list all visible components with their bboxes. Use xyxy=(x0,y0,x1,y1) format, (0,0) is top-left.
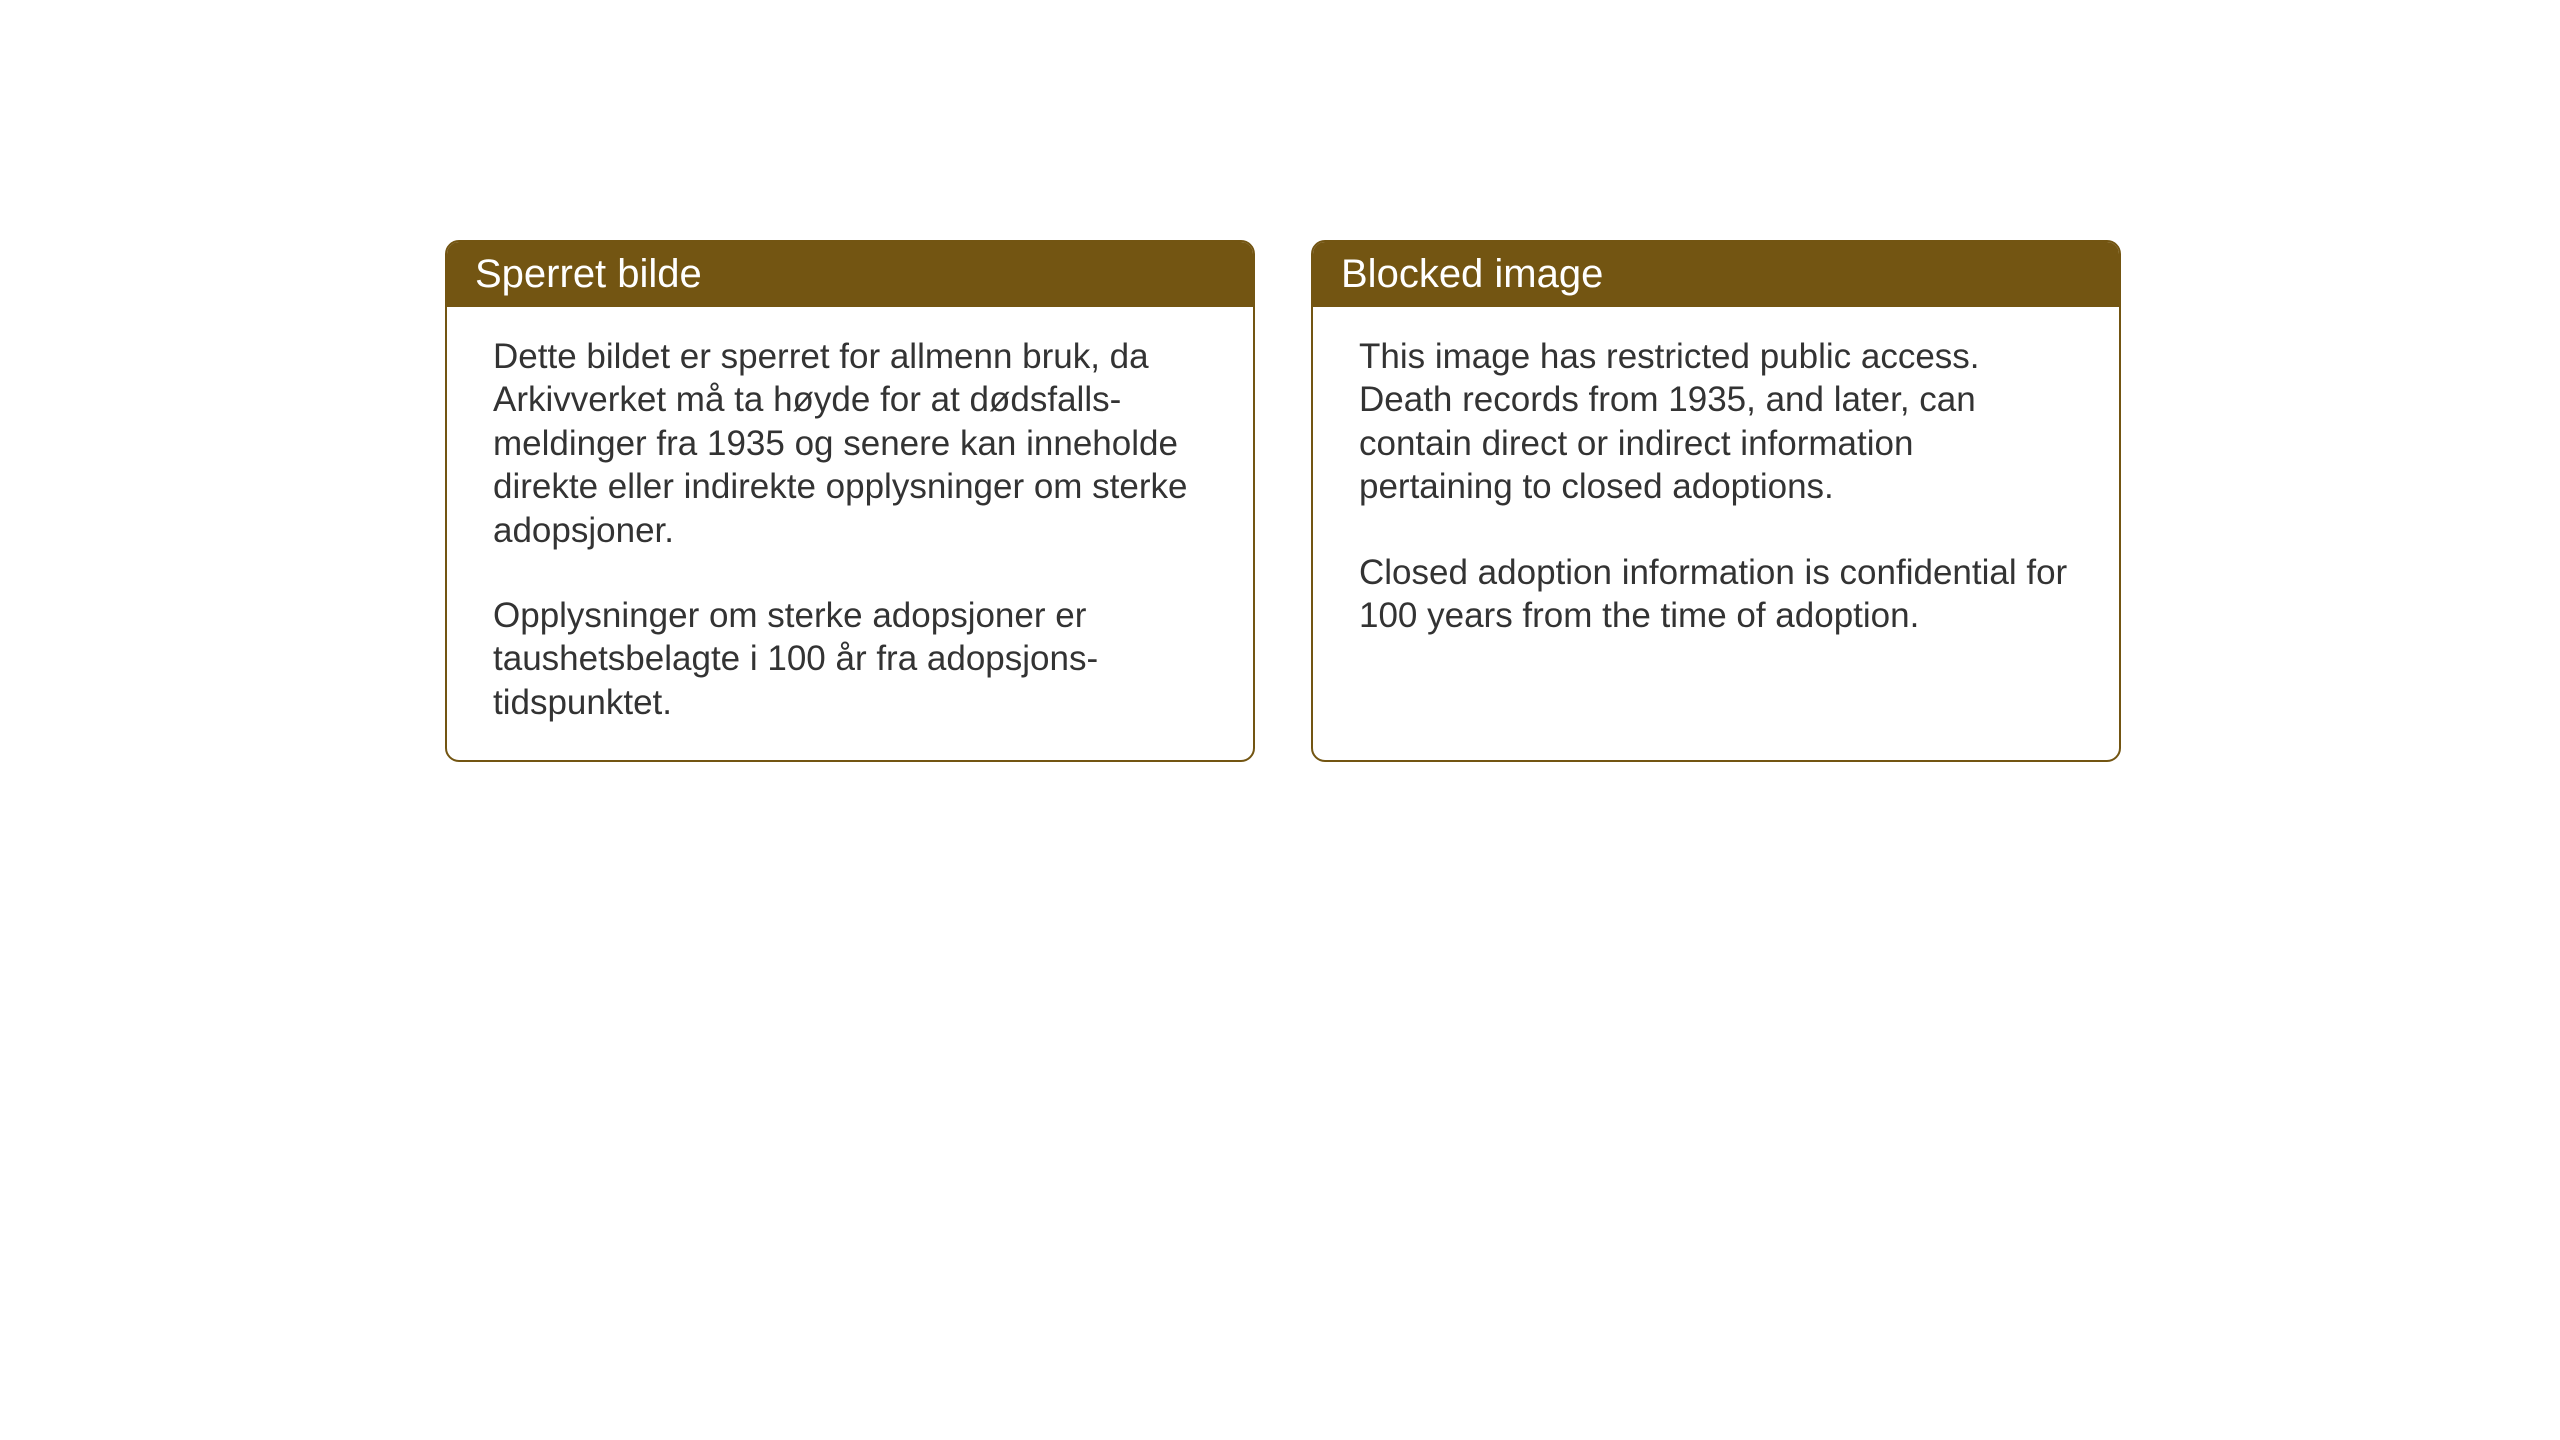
card-header-norwegian: Sperret bilde xyxy=(447,242,1253,307)
notice-card-norwegian: Sperret bilde Dette bildet er sperret fo… xyxy=(445,240,1255,762)
card-body-english: This image has restricted public access.… xyxy=(1313,307,2119,673)
card-paragraph-2-norwegian: Opplysninger om sterke adopsjoner er tau… xyxy=(493,594,1207,724)
card-header-english: Blocked image xyxy=(1313,242,2119,307)
card-title-norwegian: Sperret bilde xyxy=(475,252,702,296)
card-paragraph-1-english: This image has restricted public access.… xyxy=(1359,335,2073,509)
notice-card-english: Blocked image This image has restricted … xyxy=(1311,240,2121,762)
card-title-english: Blocked image xyxy=(1341,252,1603,296)
notice-container: Sperret bilde Dette bildet er sperret fo… xyxy=(445,240,2121,762)
card-paragraph-1-norwegian: Dette bildet er sperret for allmenn bruk… xyxy=(493,335,1207,552)
card-paragraph-2-english: Closed adoption information is confident… xyxy=(1359,551,2073,638)
card-body-norwegian: Dette bildet er sperret for allmenn bruk… xyxy=(447,307,1253,760)
